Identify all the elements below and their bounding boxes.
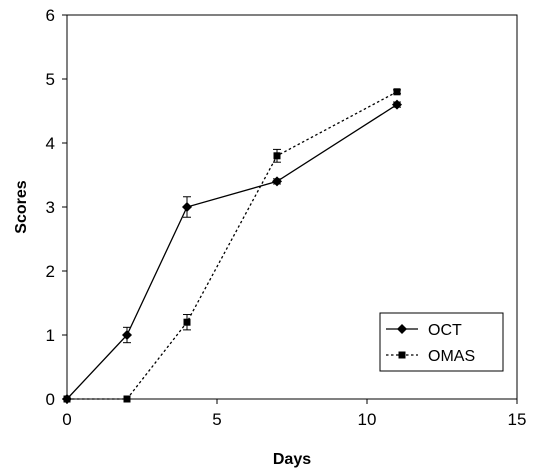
data-point <box>182 202 192 212</box>
y-tick-label: 1 <box>46 326 55 345</box>
x-tick-label: 15 <box>508 410 527 429</box>
data-point <box>272 176 282 187</box>
y-axis-title: Scores <box>13 180 30 233</box>
y-axis-ticks: 0 1 2 3 4 5 6 <box>46 6 67 409</box>
x-tick-label: 5 <box>212 410 221 429</box>
data-point <box>392 99 402 110</box>
legend-marker <box>397 324 407 334</box>
data-point <box>273 152 281 160</box>
y-tick-label: 6 <box>46 6 55 25</box>
series-line <box>66 104 398 400</box>
y-tick-label: 3 <box>46 198 55 217</box>
y-tick-label: 0 <box>46 390 55 409</box>
x-axis-title: Days <box>273 451 311 468</box>
x-tick-label: 10 <box>358 410 377 429</box>
legend-marker <box>398 351 406 359</box>
data-point <box>393 88 401 96</box>
data-point <box>183 318 191 326</box>
x-tick-label: 0 <box>62 410 71 429</box>
legend-label: OMAS <box>428 348 475 365</box>
series-oct <box>62 99 402 404</box>
series-omas <box>63 88 401 403</box>
data-point <box>123 395 131 403</box>
y-tick-label: 5 <box>46 70 55 89</box>
data-point <box>63 395 71 403</box>
series-layer <box>62 88 402 404</box>
legend: OCT OMAS <box>379 312 504 372</box>
legend-box <box>379 312 504 372</box>
series-line <box>67 91 398 400</box>
data-point <box>122 330 132 340</box>
y-tick-label: 2 <box>46 262 55 281</box>
y-tick-label: 4 <box>46 134 55 153</box>
x-axis-ticks: 0 5 10 15 <box>62 399 526 429</box>
legend-label: OCT <box>428 322 462 339</box>
